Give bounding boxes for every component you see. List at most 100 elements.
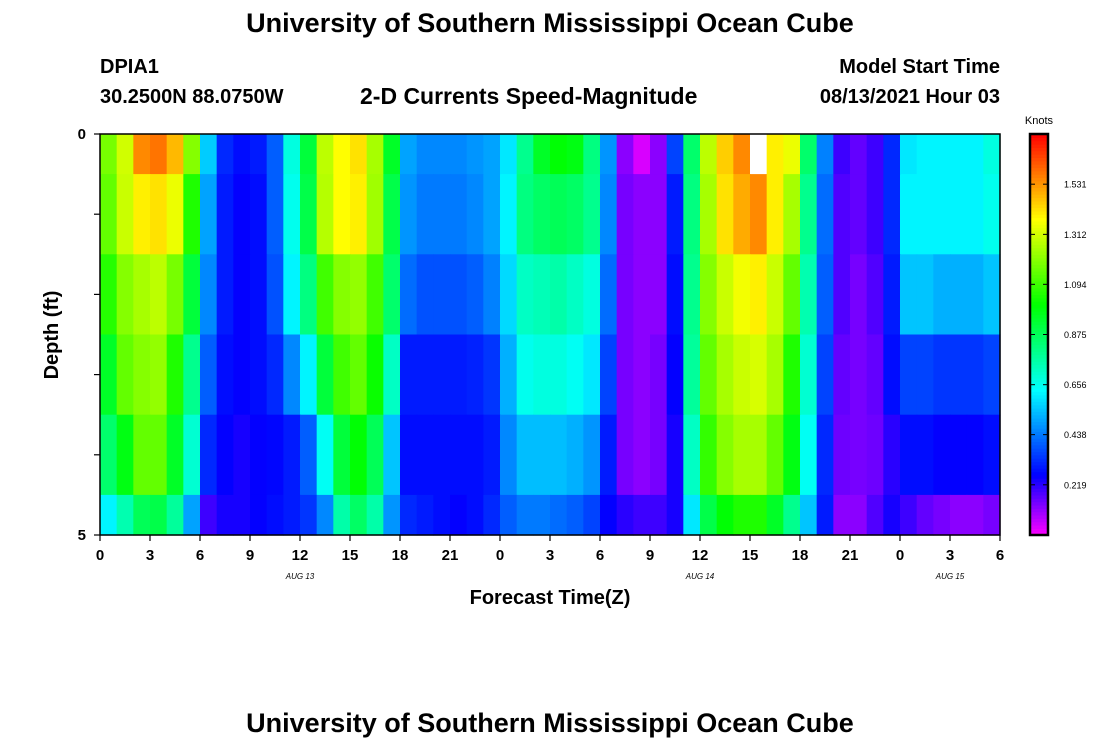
heatmap-cell	[466, 414, 484, 496]
heatmap-cell	[716, 334, 734, 416]
heatmap-cell	[416, 174, 434, 255]
x-tick-label: 9	[246, 547, 254, 564]
colorbar-segment	[1030, 301, 1048, 306]
colorbar-segment	[1030, 224, 1048, 229]
heatmap-cell	[933, 174, 951, 255]
heatmap-cell	[450, 494, 468, 536]
x-tick-label: 6	[196, 547, 204, 564]
page-title: University of Southern Mississippi Ocean…	[246, 8, 854, 38]
heatmap-cell	[750, 494, 768, 536]
heatmap-cell	[683, 414, 701, 496]
heatmap-cell	[333, 174, 351, 255]
heatmap-cell	[183, 334, 201, 416]
colorbar-segment	[1030, 324, 1048, 329]
heatmap-cell	[400, 174, 418, 255]
colorbar-tick-label: 0.875	[1064, 330, 1087, 340]
heatmap-cell	[766, 134, 784, 175]
heatmap-cell	[183, 254, 201, 336]
heatmap-cell	[550, 334, 568, 416]
heatmap-cell	[400, 494, 418, 536]
x-tick-label: 3	[546, 547, 554, 564]
heatmap-cell	[166, 134, 184, 175]
heatmap-cell	[800, 174, 818, 255]
colorbar-segment	[1030, 371, 1048, 376]
heatmap-cell	[933, 134, 951, 175]
colorbar-segment	[1030, 150, 1048, 155]
heatmap-cell	[200, 494, 218, 536]
colorbar-segment	[1030, 341, 1048, 346]
colorbar-segment	[1030, 498, 1048, 503]
heatmap-cell	[533, 494, 551, 536]
heatmap-cell	[600, 174, 618, 255]
heatmap-cell	[783, 134, 801, 175]
heatmap-cell	[100, 174, 118, 255]
colorbar-segment	[1030, 508, 1048, 513]
heatmap-cell	[150, 334, 168, 416]
y-tick-label: 0	[78, 126, 86, 143]
heatmap-cell	[500, 134, 518, 175]
heatmap-cell	[900, 494, 918, 536]
colorbar-segment	[1030, 140, 1048, 145]
heatmap-cell	[166, 494, 184, 536]
heatmap-cell	[583, 494, 601, 536]
heatmap-cell	[283, 174, 301, 255]
heatmap-cell	[616, 174, 634, 255]
heatmap-cell	[733, 334, 751, 416]
heatmap-cell	[850, 254, 868, 336]
x-tick-label: 15	[742, 547, 759, 564]
heatmap-cell	[116, 174, 134, 255]
colorbar-segment	[1030, 414, 1048, 419]
heatmap-cell	[383, 414, 401, 496]
colorbar-segment	[1030, 391, 1048, 396]
colorbar-segment	[1030, 254, 1048, 259]
x-tick-label: 0	[96, 547, 104, 564]
heatmap-cell	[666, 254, 684, 336]
colorbar-segment	[1030, 247, 1048, 252]
heatmap-cell	[483, 254, 501, 336]
heatmap-cell	[133, 334, 151, 416]
heatmap-cell	[800, 494, 818, 536]
heatmap-cell	[633, 334, 651, 416]
heatmap-cell	[333, 334, 351, 416]
colorbar-tick-label: 1.312	[1064, 230, 1087, 240]
heatmap-cell	[350, 494, 368, 536]
heatmap-cell	[300, 494, 318, 536]
heatmap-cell	[516, 254, 534, 336]
heatmap-cell	[816, 334, 834, 416]
colorbar-segment	[1030, 194, 1048, 199]
colorbar-segment	[1030, 521, 1048, 526]
heatmap-cell	[800, 134, 818, 175]
heatmap-cell	[983, 414, 1001, 496]
colorbar-segment	[1030, 234, 1048, 239]
heatmap-cell	[966, 334, 984, 416]
x-tick-label: 15	[342, 547, 359, 564]
heatmap-cell	[483, 414, 501, 496]
heatmap-cell	[683, 174, 701, 255]
colorbar-segment	[1030, 240, 1048, 245]
colorbar-segment	[1030, 528, 1048, 533]
colorbar-segment	[1030, 361, 1048, 366]
colorbar-segment	[1030, 317, 1048, 322]
heatmap-cell	[633, 414, 651, 496]
x-tick-label: 18	[392, 547, 409, 564]
heatmap-cell	[750, 334, 768, 416]
heatmap-cell	[366, 414, 384, 496]
x-tick-label: 12	[692, 547, 709, 564]
heatmap-cell	[750, 414, 768, 496]
heatmap-cell	[566, 174, 584, 255]
heatmap-cell	[950, 494, 968, 536]
heatmap-cell	[616, 494, 634, 536]
colorbar-segment	[1030, 267, 1048, 272]
heatmap-cell	[100, 334, 118, 416]
colorbar-segment	[1030, 207, 1048, 212]
heatmap-cell	[166, 174, 184, 255]
x-axis-label: Forecast Time(Z)	[470, 587, 631, 609]
heatmap-cell	[200, 174, 218, 255]
heatmap-cell	[966, 414, 984, 496]
heatmap-cell	[383, 134, 401, 175]
heatmap-cell	[616, 334, 634, 416]
colorbar-segment	[1030, 501, 1048, 506]
colorbar-segment	[1030, 277, 1048, 282]
heatmap-cell	[633, 494, 651, 536]
heatmap-cell	[283, 414, 301, 496]
